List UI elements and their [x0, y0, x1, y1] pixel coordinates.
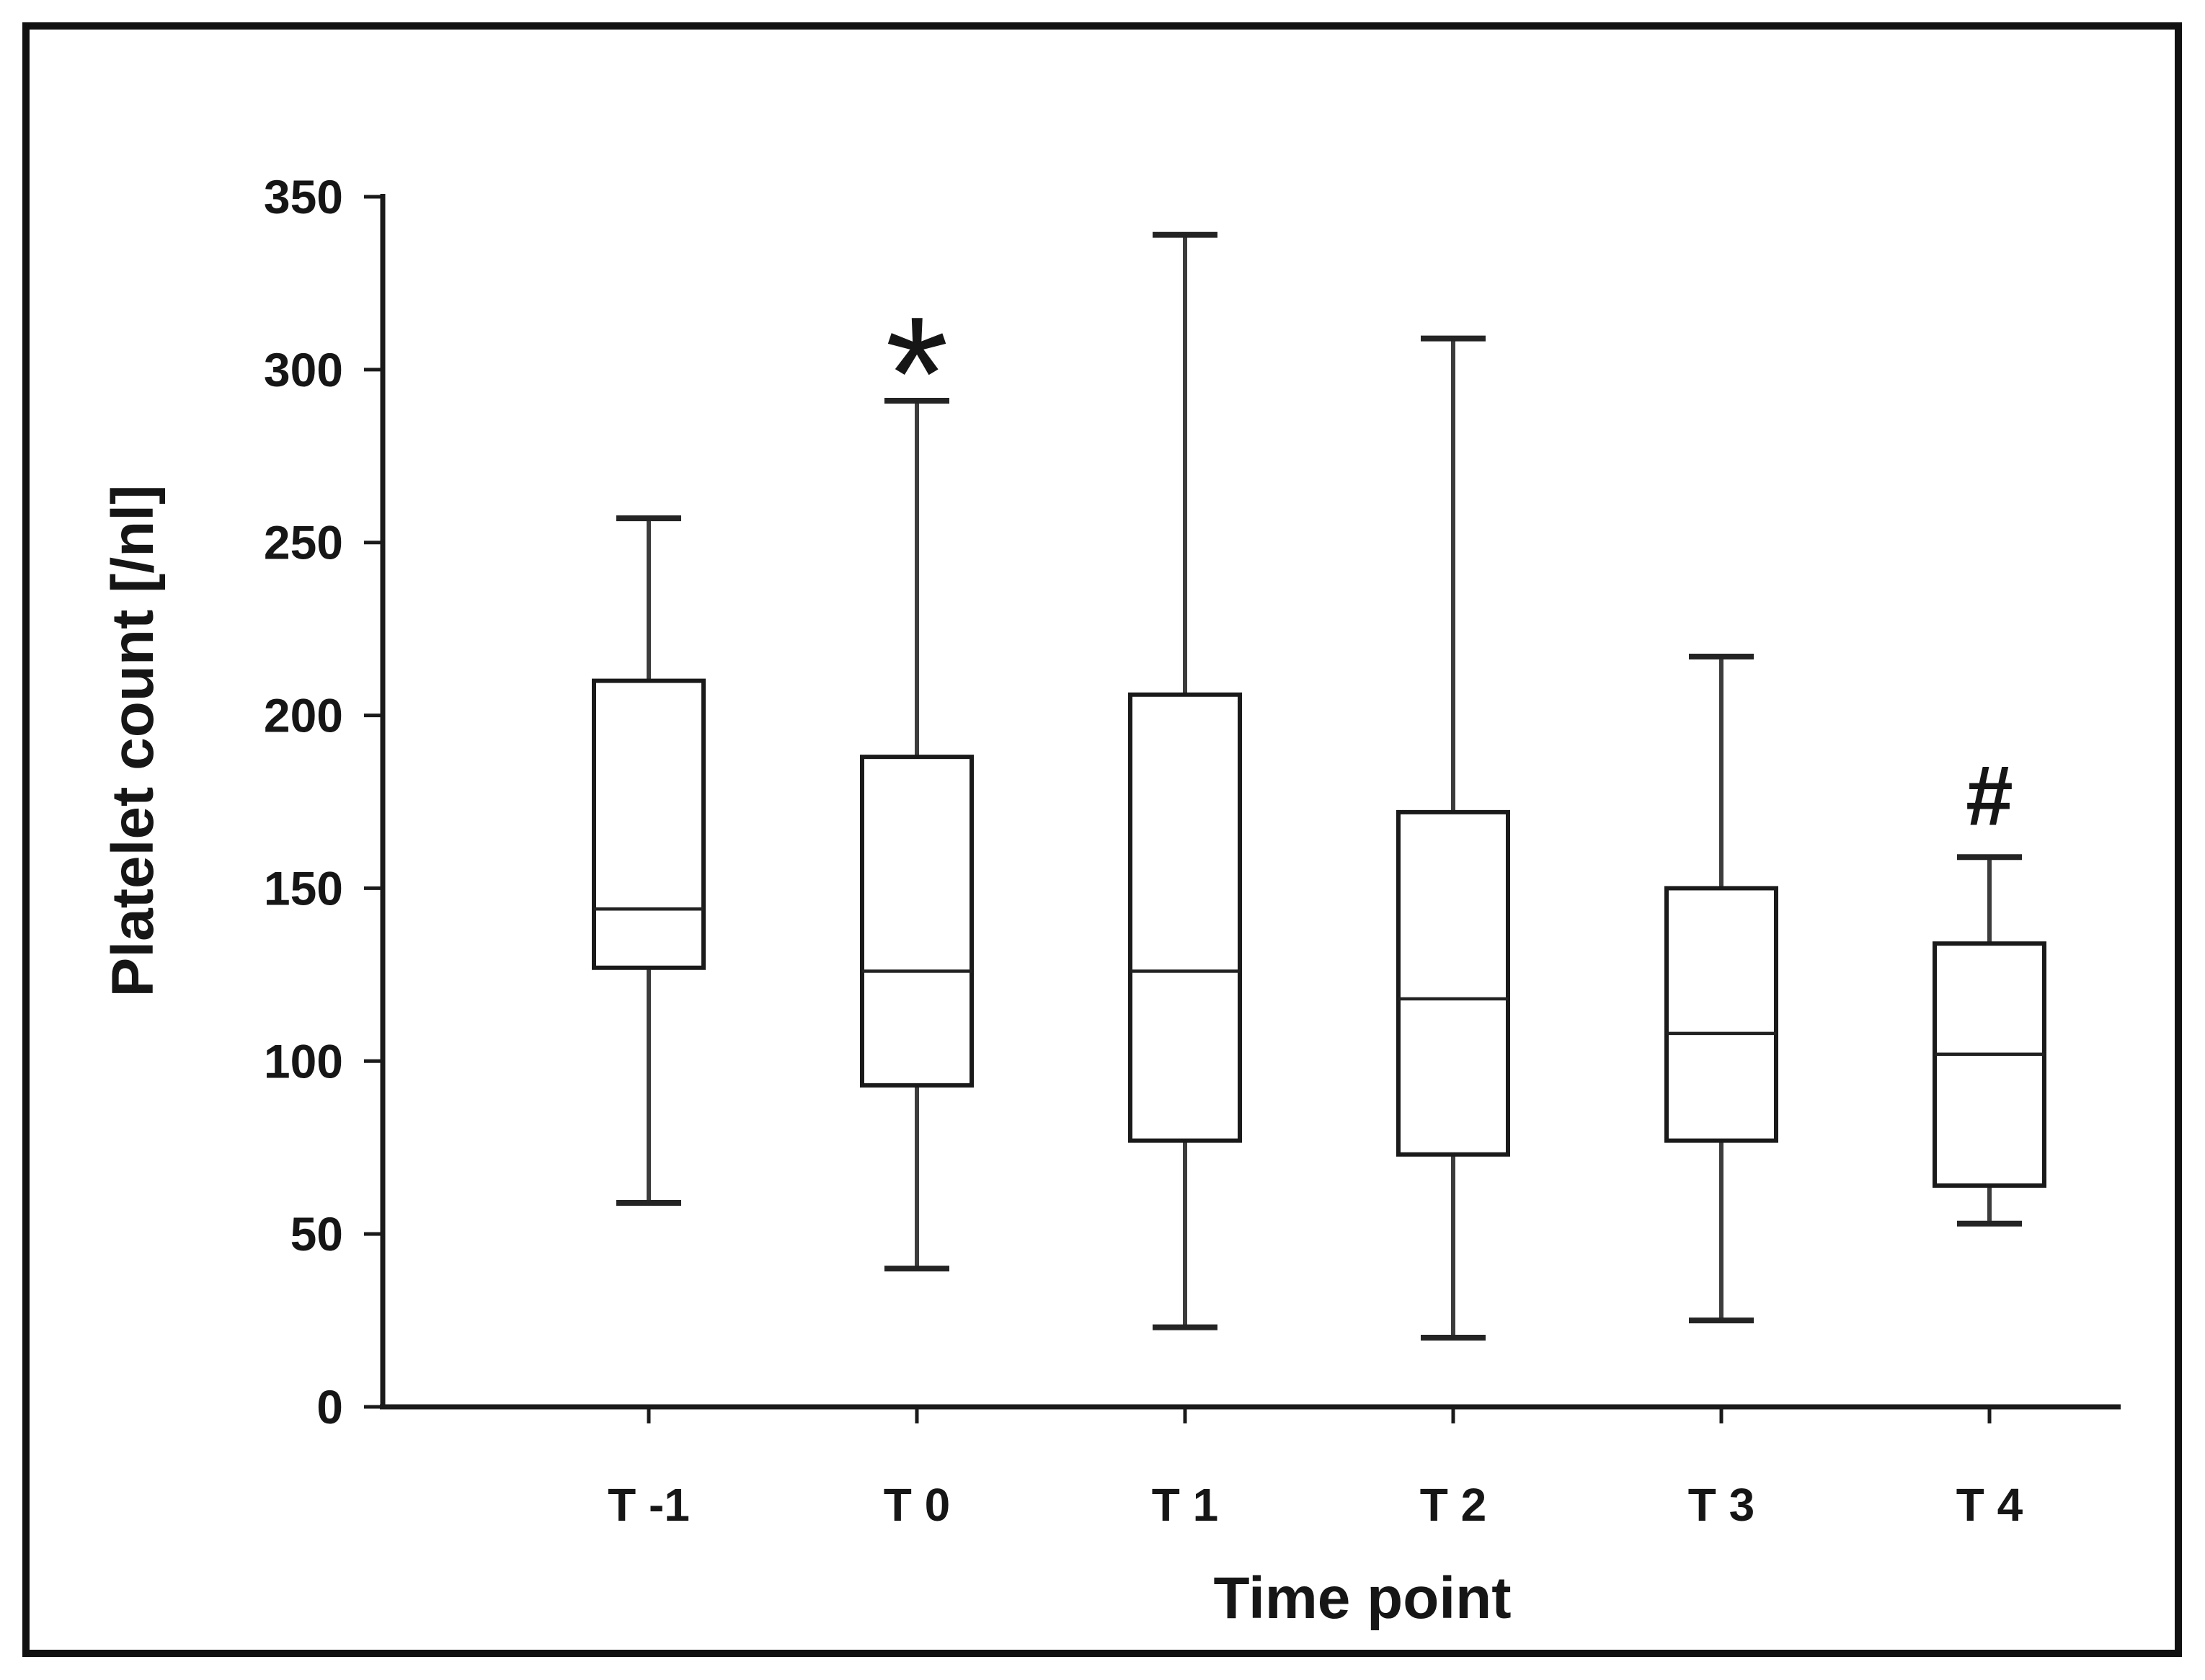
box-0 [592, 678, 706, 970]
y-tick-label: 0 [316, 1380, 343, 1434]
y-tick-label: 300 [264, 343, 343, 396]
plot-area: 0 50 100 150 200 250 300 350 T -1 T 0 * T 1 T 2 T 3 T … [264, 170, 2121, 1531]
hash-annotation: # [1966, 748, 2013, 843]
y-tick-label: 200 [264, 689, 343, 742]
y-axis-title: Platelet count [/nl] [100, 485, 166, 997]
box-2 [1128, 692, 1242, 1143]
y-tick-label: 100 [264, 1034, 343, 1088]
box-4 [1664, 886, 1778, 1143]
x-axis-title: Time point [1213, 1565, 1511, 1631]
box-3 [1396, 809, 1510, 1157]
y-tick-label: 150 [264, 861, 343, 915]
y-tick-label: 50 [290, 1207, 343, 1261]
x-category-label: T 0 [884, 1479, 950, 1531]
figure-border [22, 22, 2182, 1657]
box-1 [860, 755, 974, 1088]
box-5 [1933, 941, 2046, 1188]
x-category-label: T 4 [1956, 1479, 2023, 1531]
x-category-label: T 1 [1152, 1479, 1218, 1531]
y-tick-label: 350 [264, 170, 343, 223]
asterisk-annotation: * [885, 283, 949, 464]
x-category-label: T -1 [608, 1479, 690, 1531]
x-category-label: T 3 [1688, 1479, 1754, 1531]
y-tick-label: 250 [264, 516, 343, 569]
x-category-label: T 2 [1420, 1479, 1486, 1531]
